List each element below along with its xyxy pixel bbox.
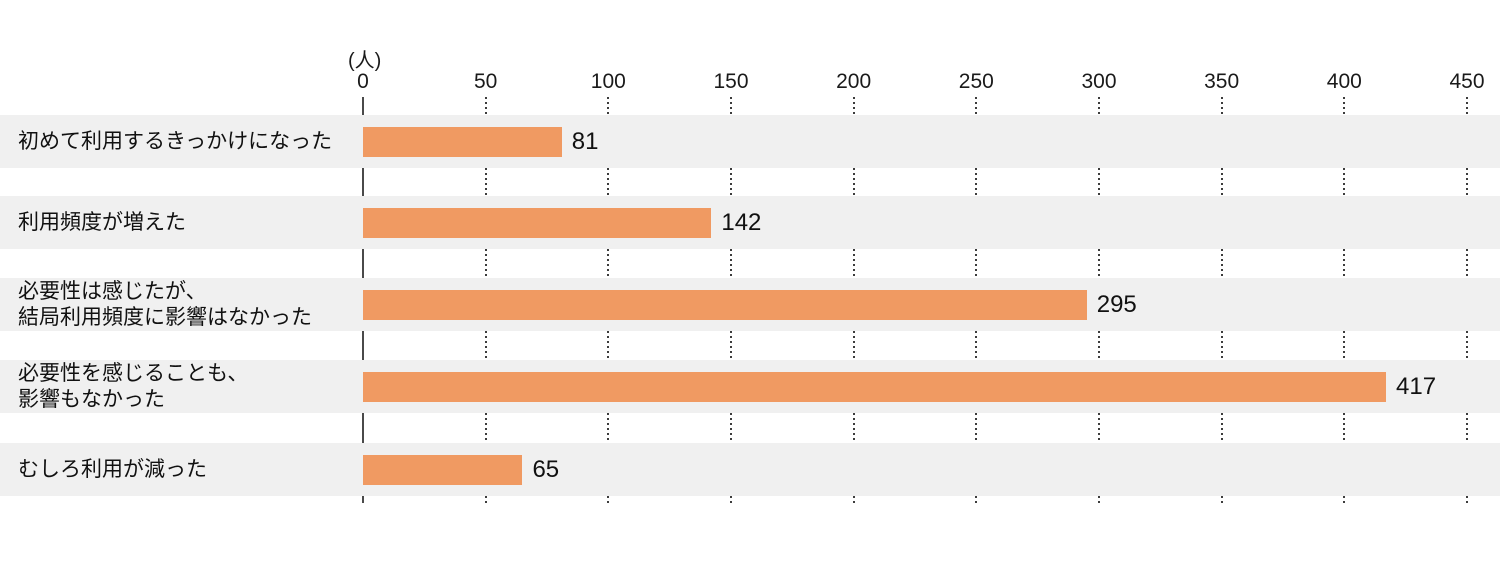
gridline-segment xyxy=(607,496,610,503)
bar xyxy=(363,454,523,485)
x-tick-label: 250 xyxy=(958,70,994,93)
gridline-segment xyxy=(1220,331,1223,360)
gridline-segment xyxy=(607,413,610,443)
gridline-segment xyxy=(852,413,855,443)
gridline-segment xyxy=(484,413,487,443)
gridline-segment xyxy=(975,331,978,360)
value-label: 142 xyxy=(721,208,762,236)
bar xyxy=(363,371,1387,402)
gridline-segment xyxy=(1220,97,1223,115)
row-band xyxy=(0,443,1500,496)
gridline-segment xyxy=(484,97,487,115)
x-tick-label: 450 xyxy=(1449,70,1485,93)
gridline-segment xyxy=(484,496,487,503)
x-tick-label: 150 xyxy=(713,70,749,93)
gridline-segment xyxy=(1220,249,1223,278)
row-band xyxy=(0,115,1500,168)
gridline-segment xyxy=(852,249,855,278)
gridline-segment xyxy=(1466,97,1468,115)
gridline-segment xyxy=(975,97,978,115)
gridline-segment xyxy=(484,168,487,196)
gridline-segment xyxy=(484,249,487,278)
gridline-segment xyxy=(1466,413,1468,443)
gridline-segment xyxy=(852,168,855,196)
gridline-segment xyxy=(975,168,978,196)
gridline-segment xyxy=(1343,97,1346,115)
bar xyxy=(363,289,1087,320)
gridline-segment xyxy=(730,496,732,503)
gridline-segment xyxy=(1098,249,1100,278)
category-label: 必要性を感じることも、 影響もなかった xyxy=(18,361,249,411)
gridline-segment xyxy=(1466,168,1468,196)
category-label: むしろ利用が減った xyxy=(18,457,207,481)
gridline-segment xyxy=(730,168,732,196)
gridline-segment xyxy=(1098,413,1100,443)
gridline-segment xyxy=(1098,496,1100,503)
gridline-segment xyxy=(852,496,855,503)
gridline-segment xyxy=(975,496,978,503)
gridline-segment xyxy=(1098,97,1100,115)
gridline-segment xyxy=(730,331,732,360)
gridline-segment xyxy=(852,97,855,115)
x-tick-label: 400 xyxy=(1326,70,1362,93)
gridline-segment xyxy=(1098,331,1100,360)
gridline-segment xyxy=(1098,168,1100,196)
row-band xyxy=(0,196,1500,249)
gridline-segment xyxy=(607,331,610,360)
bar xyxy=(363,207,712,238)
gridline-segment xyxy=(1466,331,1468,360)
value-label: 81 xyxy=(571,127,599,155)
x-tick-label: 350 xyxy=(1204,70,1240,93)
x-tick-label: 0 xyxy=(357,70,369,93)
gridline-segment xyxy=(1466,249,1468,278)
gridline-segment xyxy=(1220,496,1223,503)
category-label: 必要性は感じたが、 結局利用頻度に影響はなかった xyxy=(18,279,312,329)
value-label: 295 xyxy=(1096,290,1137,318)
gridline-segment xyxy=(1466,496,1468,503)
bar xyxy=(363,126,562,157)
gridline-segment xyxy=(1220,413,1223,443)
gridline-segment xyxy=(1343,496,1346,503)
value-label: 65 xyxy=(532,455,560,483)
gridline-segment xyxy=(975,249,978,278)
value-label: 417 xyxy=(1396,372,1437,400)
x-tick-label: 50 xyxy=(473,70,498,93)
gridline-segment xyxy=(607,168,610,196)
gridline-segment xyxy=(1343,331,1346,360)
x-tick-label: 300 xyxy=(1081,70,1117,93)
gridline-segment xyxy=(730,249,732,278)
category-label: 初めて利用するきっかけになった xyxy=(18,129,333,153)
gridline-segment xyxy=(607,249,610,278)
gridline-segment xyxy=(1343,168,1346,196)
gridline-segment xyxy=(484,331,487,360)
axis-unit-label: (人) xyxy=(348,50,382,72)
x-tick-label: 200 xyxy=(836,70,872,93)
x-tick-label: 100 xyxy=(590,70,626,93)
gridline-segment xyxy=(852,331,855,360)
gridline-segment xyxy=(1220,168,1223,196)
gridline-segment xyxy=(1343,249,1346,278)
gridline-segment xyxy=(730,413,732,443)
gridline-segment xyxy=(1343,413,1346,443)
gridline-segment xyxy=(975,413,978,443)
gridline-segment xyxy=(607,97,610,115)
gridline-segment xyxy=(730,97,732,115)
category-label: 利用頻度が増えた xyxy=(18,210,186,234)
